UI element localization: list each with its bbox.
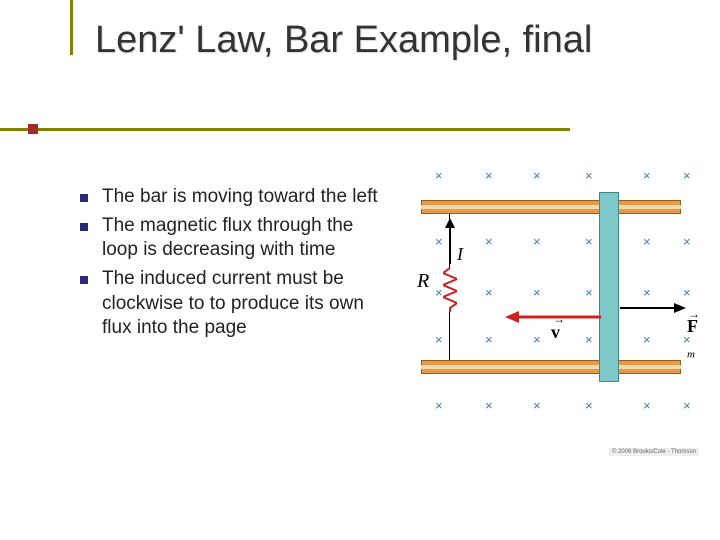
field-x-mark: × — [683, 285, 691, 300]
field-x-mark: × — [643, 398, 651, 413]
field-x-mark: × — [435, 398, 443, 413]
field-x-mark: × — [585, 332, 593, 347]
field-x-mark: × — [485, 168, 493, 183]
rail-bottom — [421, 360, 681, 374]
field-x-mark: × — [533, 332, 541, 347]
field-x-mark: × — [683, 168, 691, 183]
current-arrow-icon — [443, 218, 457, 264]
field-x-mark: × — [643, 332, 651, 347]
field-x-mark: × — [533, 398, 541, 413]
label-i: I — [457, 244, 463, 265]
field-x-mark: × — [585, 168, 593, 183]
label-v: → v — [551, 322, 560, 343]
field-x-mark: × — [643, 168, 651, 183]
field-x-mark: × — [533, 234, 541, 249]
title-accent-vertical — [70, 0, 73, 55]
label-fm-sub: m — [687, 349, 695, 361]
field-x-mark: × — [485, 332, 493, 347]
label-r: R — [417, 270, 429, 293]
bullet-text: The induced current must be clockwise to… — [102, 267, 390, 341]
field-x-mark: × — [533, 168, 541, 183]
field-x-mark: × — [435, 285, 443, 300]
slide-title: Lenz' Law, Bar Example, final — [95, 18, 655, 64]
title-underline — [0, 128, 570, 131]
field-x-mark: × — [533, 285, 541, 300]
physics-diagram: ×××××××××××××××××××××××××××××× I R → v → — [405, 160, 705, 460]
field-x-mark: × — [585, 285, 593, 300]
bullet-icon — [80, 223, 88, 231]
resistor-icon — [443, 268, 457, 312]
wire-bot — [449, 310, 450, 360]
bullet-item: The magnetic flux through the loop is de… — [80, 214, 390, 263]
bullet-item: The induced current must be clockwise to… — [80, 267, 390, 341]
bullet-item: The bar is moving toward the left — [80, 185, 390, 210]
bullet-icon — [80, 276, 88, 284]
field-x-mark: × — [485, 398, 493, 413]
sliding-bar — [599, 192, 619, 382]
rail-top — [421, 200, 681, 214]
field-x-mark: × — [585, 234, 593, 249]
force-arrow-icon — [620, 300, 686, 316]
title-accent-dot — [28, 124, 38, 134]
diagram-copyright: © 2006 Brooks/Cole - Thomson — [609, 448, 699, 456]
field-x-mark: × — [435, 234, 443, 249]
field-x-mark: × — [485, 234, 493, 249]
bullet-icon — [80, 194, 88, 202]
field-x-mark: × — [683, 398, 691, 413]
field-x-mark: × — [485, 285, 493, 300]
field-x-mark: × — [643, 234, 651, 249]
field-x-mark: × — [683, 234, 691, 249]
label-fm: → F m — [687, 316, 705, 361]
field-x-mark: × — [435, 168, 443, 183]
bullet-list: The bar is moving toward the left The ma… — [80, 185, 390, 345]
title-text: Lenz' Law, Bar Example, final — [95, 18, 655, 64]
field-x-mark: × — [643, 285, 651, 300]
field-x-mark: × — [585, 398, 593, 413]
bullet-text: The magnetic flux through the loop is de… — [102, 214, 390, 263]
field-x-mark: × — [435, 332, 443, 347]
bullet-text: The bar is moving toward the left — [102, 185, 378, 210]
